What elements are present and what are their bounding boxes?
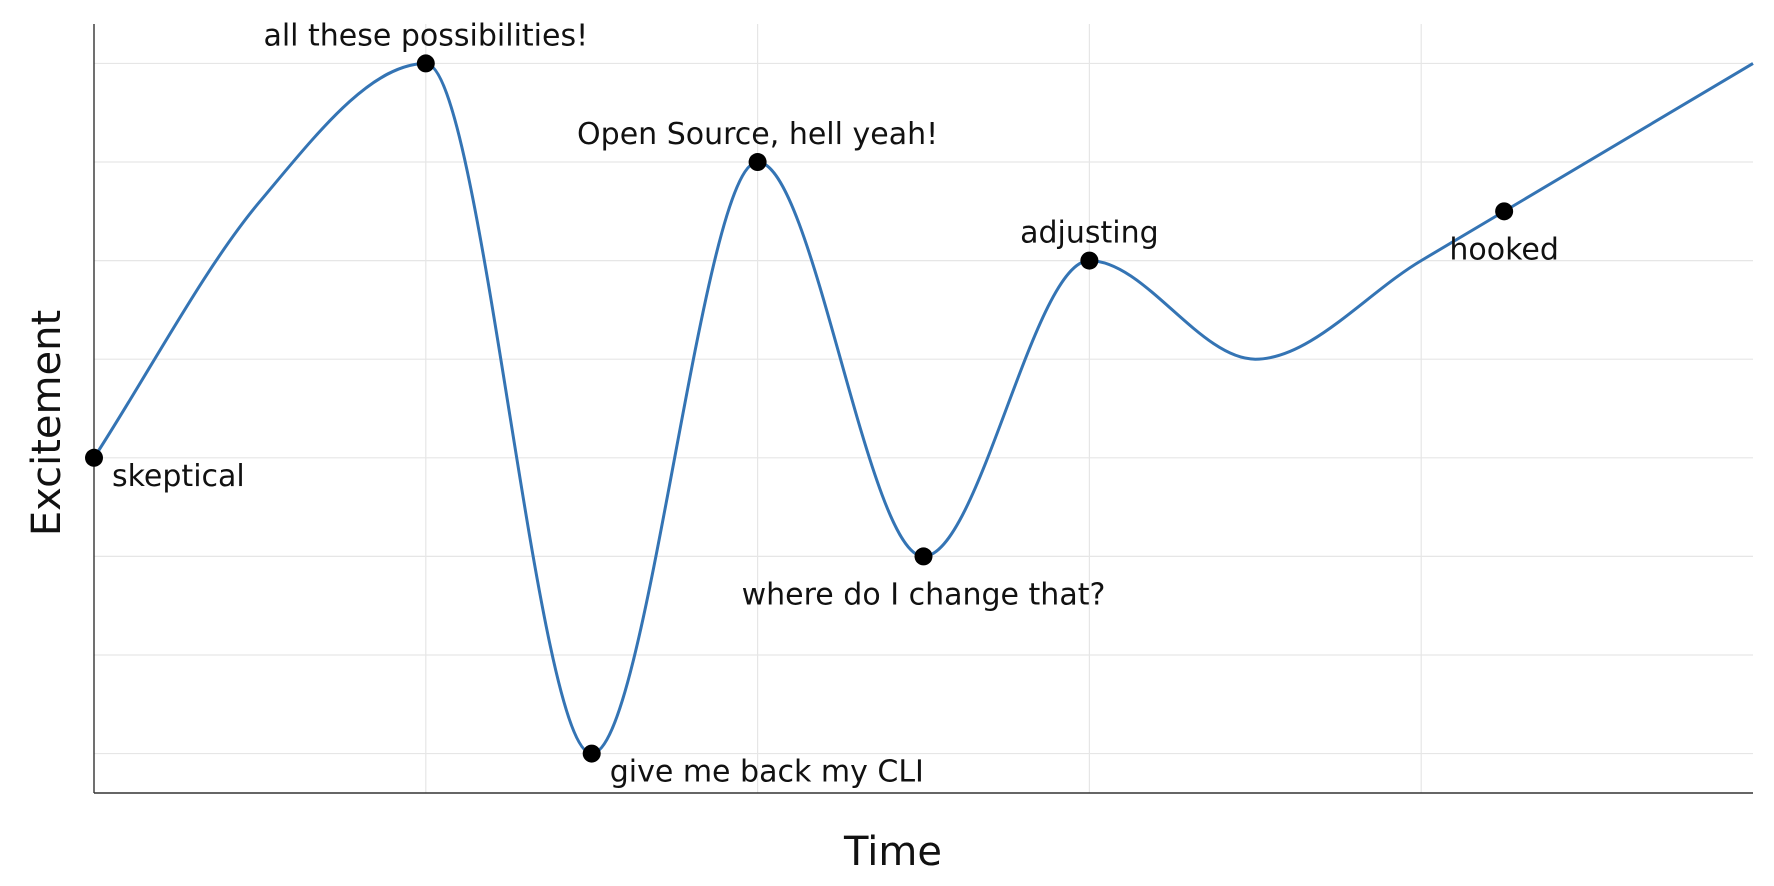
annotations-group: skeptical all these possibilities! give me…	[112, 18, 1559, 789]
axes	[93, 24, 1753, 794]
data-point	[85, 448, 103, 467]
annotation-label: hooked	[1449, 232, 1559, 267]
data-point	[748, 153, 767, 172]
grid	[94, 24, 1753, 793]
x-axis-label: Time	[843, 829, 942, 875]
data-point	[1495, 202, 1514, 221]
series-group	[92, 61, 1754, 756]
data-point	[914, 547, 933, 566]
data-point	[416, 54, 435, 73]
data-point	[1080, 251, 1099, 270]
annotation-label: give me back my CLI	[610, 755, 924, 790]
points-group	[85, 54, 1514, 763]
annotation-label: skeptical	[112, 459, 245, 494]
annotation-label: where do I change that?	[742, 577, 1106, 612]
annotation-label: all these possibilities!	[263, 18, 588, 53]
y-axis-label: Excitement	[24, 310, 70, 536]
series-line	[92, 61, 1754, 756]
annotation-label: Open Source, hell yeah!	[577, 117, 938, 152]
data-point	[582, 744, 601, 763]
annotation-label: adjusting	[1020, 216, 1159, 251]
